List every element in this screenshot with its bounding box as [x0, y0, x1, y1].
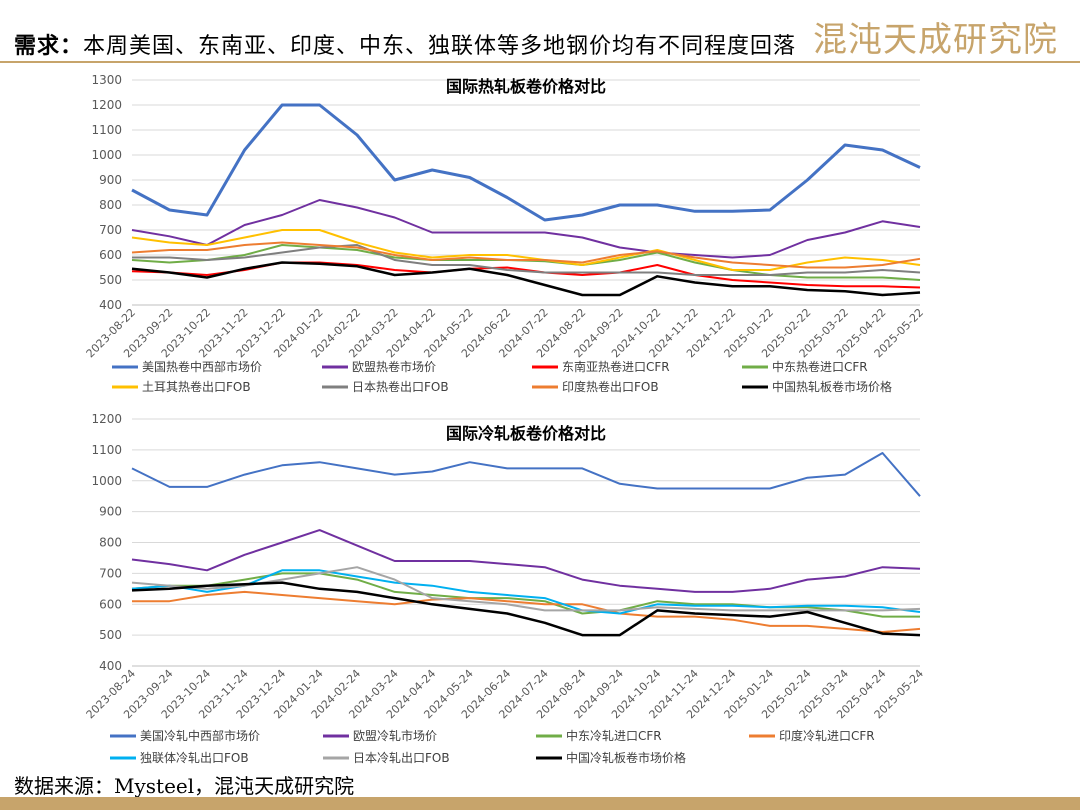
legend-label: 日本热卷出口FOB: [352, 379, 449, 394]
y-tick-label: 1100: [91, 123, 122, 137]
logo: 混沌天成研究院: [813, 20, 1058, 60]
series-line: [131, 244, 921, 281]
legend-label: 美国热卷中西部市场价: [142, 359, 262, 374]
y-tick-label: 1000: [91, 474, 122, 488]
y-tick-label: 700: [99, 223, 122, 237]
legend-label: 日本冷轧出口FOB: [353, 751, 450, 765]
y-tick-label: 900: [99, 173, 122, 187]
y-tick-label: 800: [99, 198, 122, 212]
legend-label: 东南亚热卷进口CFR: [562, 359, 670, 374]
legend-label: 中国冷轧板卷市场价格: [566, 750, 686, 765]
y-tick-label: 800: [99, 536, 122, 550]
chart-title: 国际热轧板卷价格对比: [446, 77, 606, 96]
y-tick-label: 400: [99, 659, 122, 673]
legend-label: 独联体冷轧出口FOB: [140, 751, 249, 765]
headline: 需求：本周美国、东南亚、印度、中东、独联体等多地钢价均有不同程度回落: [14, 28, 796, 60]
chart-title: 国际冷轧板卷价格对比: [446, 424, 606, 443]
y-tick-label: 500: [99, 273, 122, 287]
y-tick-label: 1300: [91, 73, 122, 87]
cold-rolled-chart: 400 500 600 700 800 900 1000 1100 1200 2023-08-24…: [0, 405, 1080, 765]
y-tick-label: 1000: [91, 148, 122, 162]
headline-label: 需求：: [14, 33, 84, 59]
series-line: [131, 229, 921, 271]
y-tick-label: 600: [99, 248, 122, 262]
series-line: [131, 261, 921, 297]
legend-label: 印度冷轧进口CFR: [779, 728, 875, 743]
header-divider: [0, 61, 1080, 63]
headline-text: 本周美国、东南亚、印度、中东、独联体等多地钢价均有不同程度回落: [83, 34, 797, 59]
series-line: [131, 581, 921, 637]
legend-label: 美国冷轧中西部市场价: [140, 728, 260, 743]
series-line: [131, 529, 921, 593]
y-tick-label: 400: [99, 298, 122, 312]
legend-label: 中东热卷进口CFR: [772, 359, 868, 374]
y-tick-label: 1200: [91, 98, 122, 112]
y-tick-label: 1100: [91, 443, 122, 457]
legend-label: 欧盟冷轧市场价: [353, 728, 437, 743]
series-line: [132, 244, 921, 276]
series-line: [131, 569, 921, 615]
header-bar: 需求：本周美国、东南亚、印度、中东、独联体等多地钢价均有不同程度回落 混沌天成研…: [0, 0, 1080, 63]
y-tick-label: 500: [99, 628, 122, 642]
series-line: [132, 590, 921, 633]
legend-label: 中国热轧板卷市场价格: [772, 379, 892, 394]
series-line: [131, 103, 921, 222]
legend-label: 欧盟热卷市场价: [352, 359, 436, 374]
legend-label: 土耳其热卷出口FOB: [142, 379, 251, 394]
series-line: [131, 199, 921, 259]
y-tick-label: 1200: [91, 412, 122, 426]
data-source-note: 数据来源：Mysteel，混沌天成研究院: [14, 774, 355, 798]
cold-rolled-chart-svg: 4005006007008009001000110012002023-08-24…: [84, 412, 926, 765]
y-tick-label: 900: [99, 505, 122, 519]
legend-label: 中东冷轧进口CFR: [566, 728, 662, 743]
hot-rolled-chart-svg: 40050060070080090010001100120013002023-0…: [84, 73, 926, 394]
y-tick-label: 600: [99, 597, 122, 611]
series-line: [131, 452, 921, 497]
footer-bar: [0, 797, 1080, 810]
legend-label: 印度热卷出口FOB: [562, 379, 659, 394]
y-tick-label: 700: [99, 566, 122, 580]
hot-rolled-chart: 400 500 600 700 800 900 1000 1100 1200 1300 2023-0…: [0, 64, 1080, 400]
series-line: [131, 241, 921, 269]
